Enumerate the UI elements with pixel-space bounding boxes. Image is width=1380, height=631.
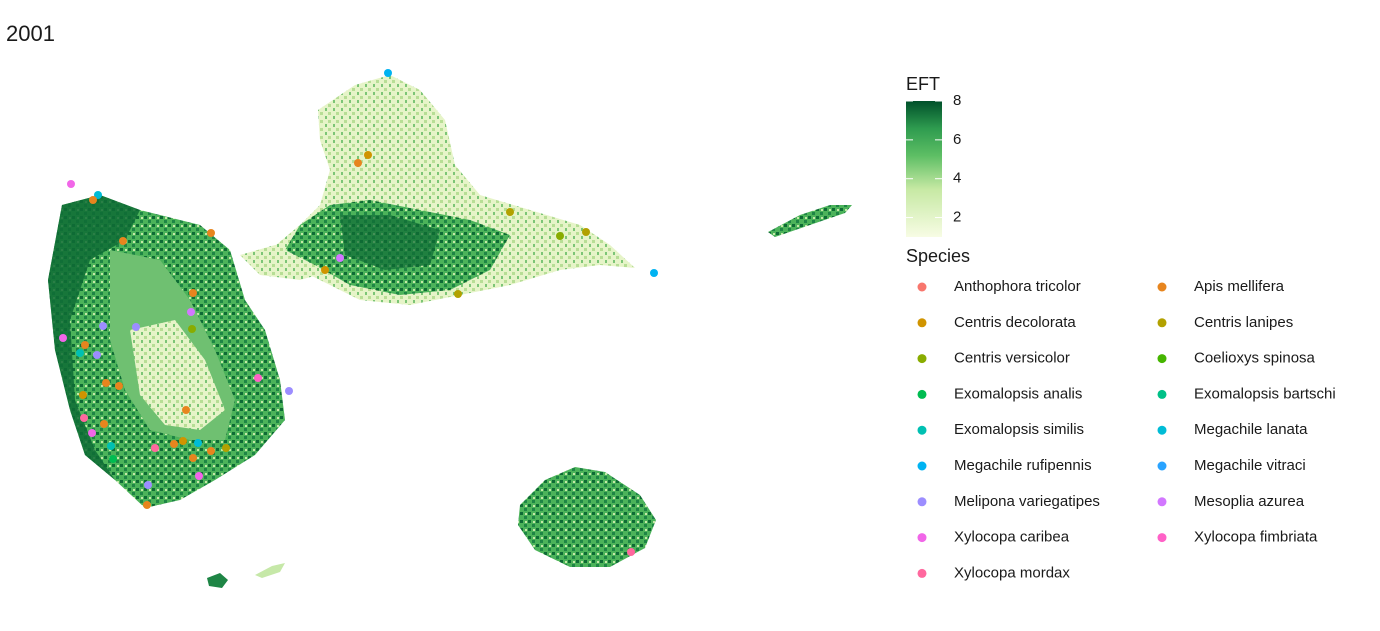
point xyxy=(99,322,107,330)
island-highland xyxy=(130,320,225,430)
point xyxy=(222,444,230,452)
legend-key xyxy=(917,461,927,471)
island xyxy=(207,573,228,588)
legend-label: Mesoplia azurea xyxy=(1194,493,1305,510)
legend-label: Exomalopsis similis xyxy=(954,421,1084,438)
legend-key xyxy=(917,425,927,435)
point xyxy=(285,387,293,395)
legend-label: Megachile lanata xyxy=(1194,421,1308,438)
point xyxy=(170,440,178,448)
legend-label: Xylocopa mordax xyxy=(954,564,1070,581)
point xyxy=(650,269,658,277)
point xyxy=(627,548,635,556)
point xyxy=(189,289,197,297)
point xyxy=(179,437,187,445)
point xyxy=(132,323,140,331)
point xyxy=(506,208,514,216)
colorbar-tick-label: 6 xyxy=(953,131,961,148)
point xyxy=(88,429,96,437)
point xyxy=(454,290,462,298)
point xyxy=(79,391,87,399)
point xyxy=(254,374,262,382)
legend-key xyxy=(917,282,927,292)
island-forest xyxy=(340,215,440,270)
legend-key xyxy=(1157,461,1167,471)
legend-key xyxy=(1157,497,1167,507)
legend-label: Xylocopa fimbriata xyxy=(1194,529,1318,546)
point xyxy=(76,349,84,357)
point xyxy=(143,501,151,509)
eft-colorbar xyxy=(906,101,942,237)
island xyxy=(518,467,656,567)
point xyxy=(188,325,196,333)
point xyxy=(321,266,329,274)
point xyxy=(207,447,215,455)
point xyxy=(187,308,195,316)
point xyxy=(115,382,123,390)
point xyxy=(582,228,590,236)
point xyxy=(207,229,215,237)
colorbar-tick-label: 4 xyxy=(953,170,961,187)
legend-label: Apis mellifera xyxy=(1194,278,1285,295)
legend-key xyxy=(1157,533,1167,543)
point xyxy=(67,180,75,188)
island xyxy=(768,205,852,237)
legend-key xyxy=(917,354,927,364)
map xyxy=(48,69,852,588)
island xyxy=(255,563,285,578)
legend-label: Megachile rufipennis xyxy=(954,457,1092,474)
point xyxy=(100,420,108,428)
point xyxy=(109,455,117,463)
point xyxy=(151,444,159,452)
legend-label: Exomalopsis analis xyxy=(954,385,1082,402)
species-legend-title: Species xyxy=(906,246,970,266)
point xyxy=(80,414,88,422)
point xyxy=(556,232,564,240)
point xyxy=(93,351,101,359)
legend-label: Centris versicolor xyxy=(954,350,1070,367)
legend-key xyxy=(1157,354,1167,364)
legend-key xyxy=(1157,318,1167,328)
legend-label: Exomalopsis bartschi xyxy=(1194,385,1336,402)
point xyxy=(336,254,344,262)
point xyxy=(194,439,202,447)
legend-key xyxy=(1157,389,1167,399)
point xyxy=(364,151,372,159)
point xyxy=(182,406,190,414)
legend-label: Xylocopa caribea xyxy=(954,529,1070,546)
point xyxy=(107,442,115,450)
legend-key xyxy=(1157,425,1167,435)
eft-legend-title: EFT xyxy=(906,74,940,94)
legend-key xyxy=(1157,282,1167,292)
point xyxy=(144,481,152,489)
island-coast xyxy=(48,195,140,480)
legend-key xyxy=(917,497,927,507)
legend-label: Megachile vitraci xyxy=(1194,457,1306,474)
legend-key xyxy=(917,533,927,543)
legend-label: Anthophora tricolor xyxy=(954,278,1081,295)
point xyxy=(94,191,102,199)
point xyxy=(59,334,67,342)
point xyxy=(102,379,110,387)
legend-label: Centris decolorata xyxy=(954,314,1076,331)
colorbar-tick-label: 8 xyxy=(953,92,961,109)
point xyxy=(189,454,197,462)
map-title: 2001 xyxy=(6,21,55,46)
occurrence-points xyxy=(59,69,658,556)
legend-label: Melipona variegatipes xyxy=(954,493,1100,510)
legend-key xyxy=(917,568,927,578)
legend: EFT Species 2 4 6 8 Anthophora tricolor Apis … xyxy=(906,74,1336,581)
point xyxy=(384,69,392,77)
colorbar-tick-label: 2 xyxy=(953,209,961,226)
point xyxy=(81,341,89,349)
legend-label: Centris lanipes xyxy=(1194,314,1293,331)
legend-key xyxy=(917,389,927,399)
legend-label: Coelioxys spinosa xyxy=(1194,350,1316,367)
point xyxy=(354,159,362,167)
point xyxy=(195,472,203,480)
legend-key xyxy=(917,318,927,328)
point xyxy=(119,237,127,245)
point xyxy=(89,196,97,204)
